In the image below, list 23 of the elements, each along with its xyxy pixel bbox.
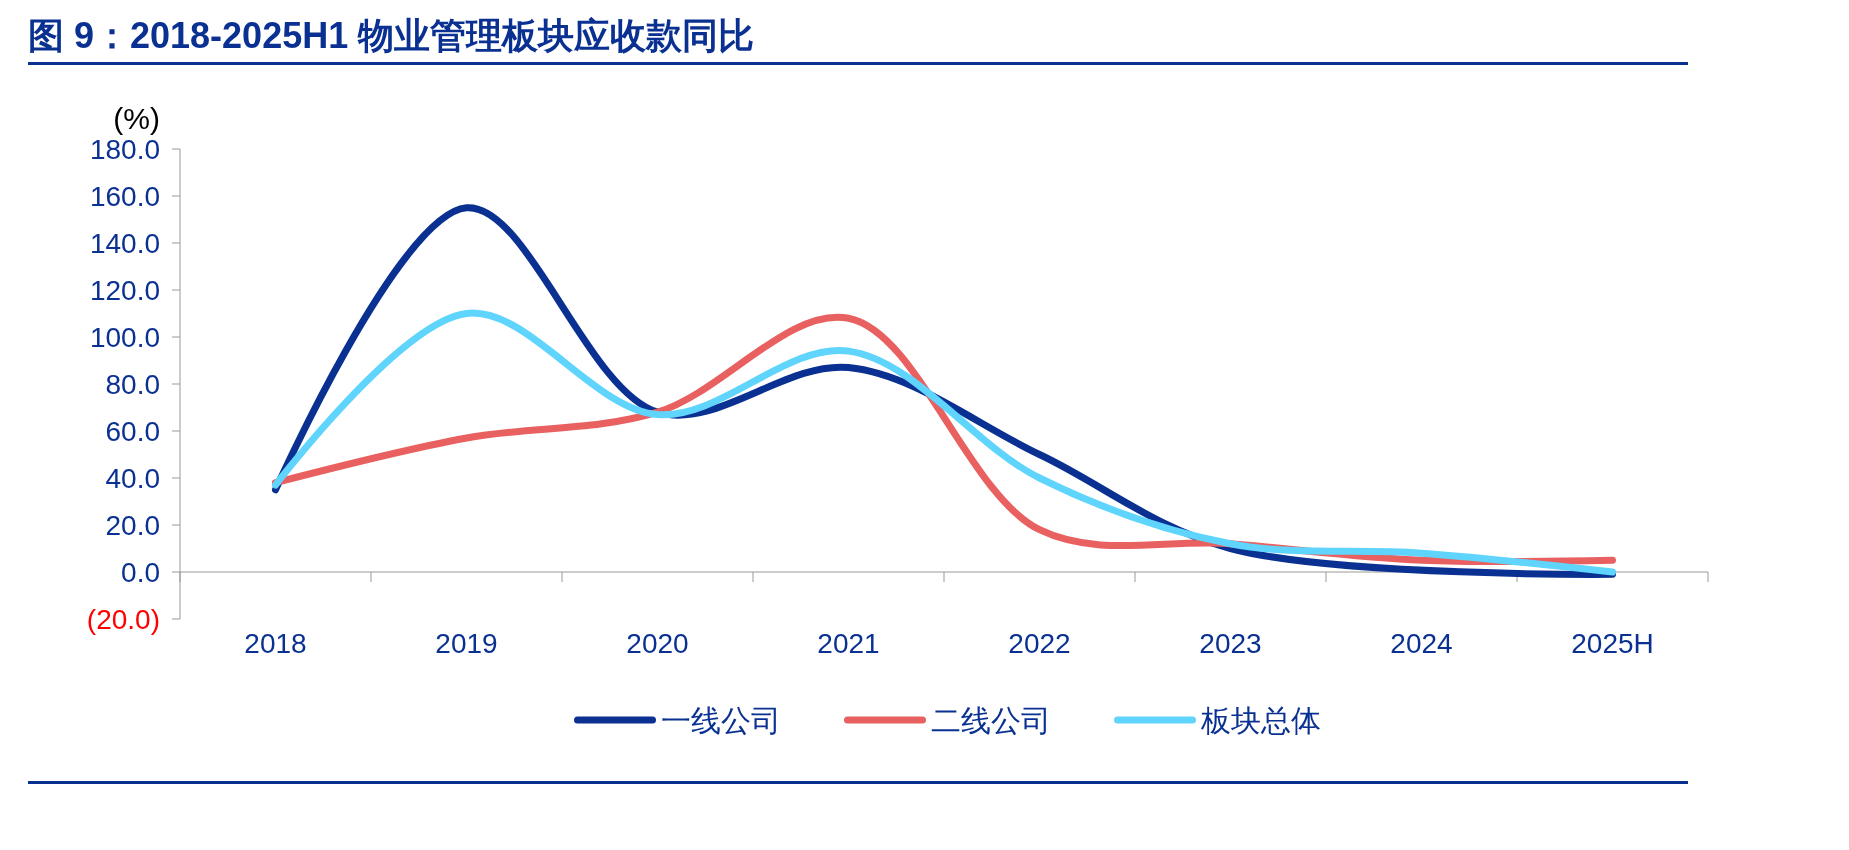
y-tick-label: 120.0 — [89, 274, 160, 306]
y-tick-label: 80.0 — [105, 368, 160, 400]
y-tick-label: 40.0 — [105, 462, 160, 494]
x-tick-label: 2024 — [1390, 628, 1453, 659]
y-tick-label: (20.0) — [86, 603, 160, 635]
y-tick-label: 140.0 — [89, 227, 160, 259]
legend-label: 一线公司 — [660, 703, 781, 737]
y-tick-label: 60.0 — [105, 415, 160, 447]
legend-label: 板块总体 — [1199, 703, 1321, 737]
x-tick-label: 2022 — [1008, 628, 1071, 659]
x-tick-label: 2020 — [626, 628, 689, 659]
y-tick-label: 160.0 — [89, 180, 160, 212]
x-tick-label: 2025H — [1571, 628, 1654, 659]
chart-title: 图 9：2018-2025H1 物业管理板块应收款同比 — [28, 15, 755, 56]
y-tick-label: 0.0 — [121, 556, 160, 588]
x-tick-label: 2019 — [435, 628, 498, 659]
x-tick-label: 2021 — [817, 628, 880, 659]
y-axis-title: (%) — [113, 102, 160, 135]
y-tick-label: 100.0 — [89, 321, 160, 353]
x-tick-label: 2023 — [1199, 628, 1262, 659]
legend-label: 二线公司 — [930, 703, 1051, 737]
x-tick-label: 2018 — [244, 628, 307, 659]
y-tick-label: 20.0 — [105, 509, 160, 541]
